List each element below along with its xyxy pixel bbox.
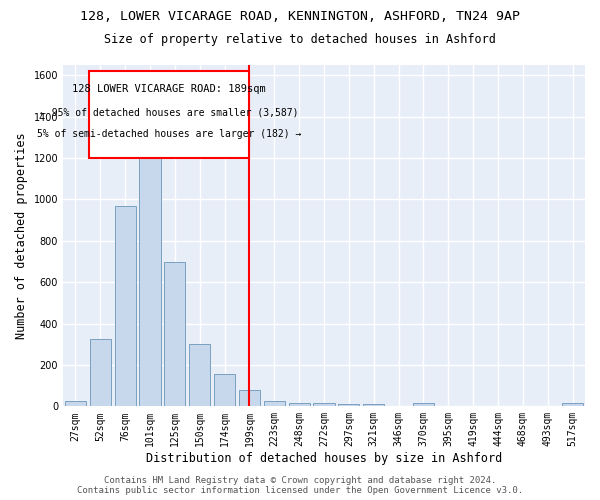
Bar (189, 344, 211, 406)
Bar (562, 403, 583, 406)
Text: ← 95% of detached houses are smaller (3,587): ← 95% of detached houses are smaller (3,… (40, 108, 299, 118)
Bar (115, 206, 136, 406)
Text: Size of property relative to detached houses in Ashford: Size of property relative to detached ho… (104, 32, 496, 46)
Bar (139, 158, 161, 406)
Bar (65, 401, 86, 406)
Text: Contains HM Land Registry data © Crown copyright and database right 2024.
Contai: Contains HM Land Registry data © Crown c… (77, 476, 523, 495)
Text: 128 LOWER VICARAGE ROAD: 189sqm: 128 LOWER VICARAGE ROAD: 189sqm (73, 84, 266, 94)
Bar (363, 404, 384, 406)
Y-axis label: Number of detached properties: Number of detached properties (15, 132, 28, 339)
Text: 128, LOWER VICARAGE ROAD, KENNINGTON, ASHFORD, TN24 9AP: 128, LOWER VICARAGE ROAD, KENNINGTON, AS… (80, 10, 520, 23)
Bar (264, 401, 285, 406)
X-axis label: Distribution of detached houses by size in Ashford: Distribution of detached houses by size … (146, 452, 502, 465)
Bar (90, 339, 111, 406)
Bar (214, 374, 235, 406)
Bar (89, 71, 250, 158)
Bar (289, 403, 310, 406)
Bar (338, 404, 359, 406)
Text: 5% of semi-detached houses are larger (182) →: 5% of semi-detached houses are larger (1… (37, 129, 301, 139)
Bar (413, 403, 434, 406)
Bar (239, 390, 260, 406)
Bar (164, 262, 185, 406)
Bar (313, 403, 335, 406)
